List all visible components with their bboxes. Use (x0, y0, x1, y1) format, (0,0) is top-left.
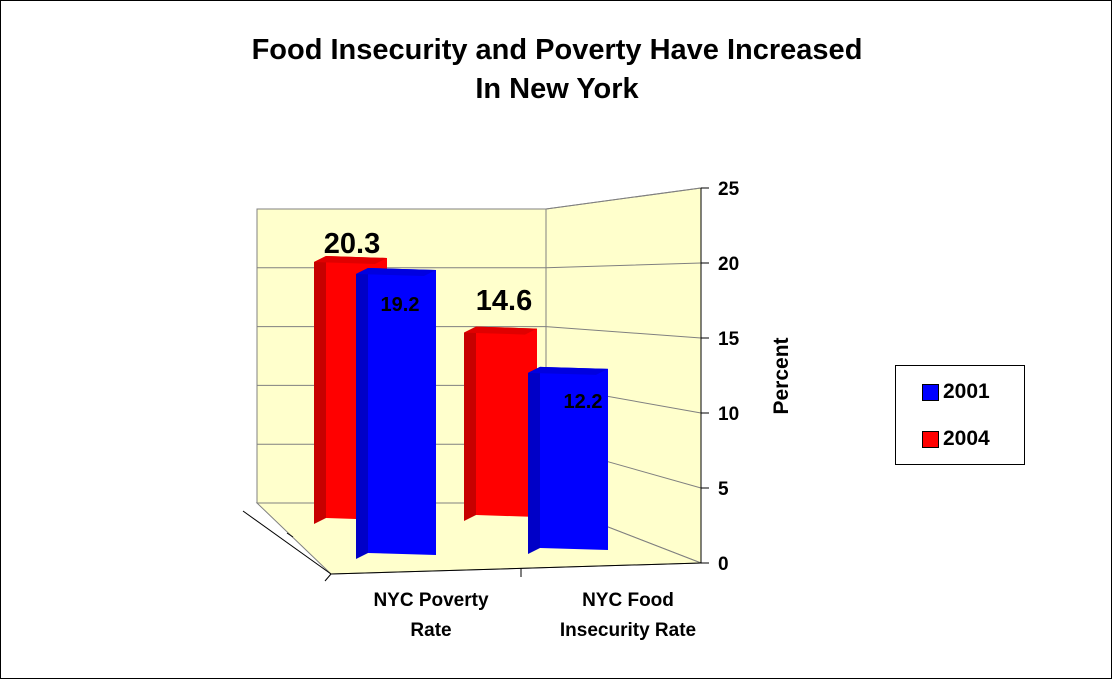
chart-bars (314, 256, 608, 559)
chart-title-line-1: Food Insecurity and Poverty Have Increas… (251, 34, 863, 66)
legend-label-2004: 2004 (943, 427, 990, 450)
data-label-2004-0: 20.3 (324, 228, 380, 260)
gridline-25 (257, 187, 702, 210)
bar-2004-1-front (476, 326, 537, 517)
bar-2004-1-top (464, 326, 537, 335)
chart-legend: 2001 2004 (895, 365, 1025, 465)
category-label-1-1: Insecurity Rate (560, 620, 696, 641)
legend-item-2001: 2001 (922, 380, 990, 404)
y-tick-label-0: 0 (718, 554, 729, 575)
legend-item-2004: 2004 (922, 427, 990, 451)
x-axis-line (330, 562, 702, 575)
data-labels: 20.3 14.6 19.2 12.2 (324, 228, 603, 413)
x-tick-start (324, 573, 332, 582)
legend-swatch-2004 (922, 430, 939, 448)
bar-2001-0-front (368, 268, 436, 555)
bar-2001-1-top (528, 366, 608, 375)
legend-swatch-2001 (922, 383, 939, 401)
y-tick-label-10: 10 (718, 404, 739, 425)
y-tick-label-20: 20 (718, 254, 739, 275)
chart-title: Food Insecurity and Poverty Have Increas… (1, 31, 1112, 109)
category-label-1-0: NYC Food (582, 590, 674, 611)
y-axis: 0 5 10 15 20 25 Percent (700, 179, 793, 575)
legend-label-2001: 2001 (943, 380, 990, 403)
depth-axis-line (242, 510, 332, 575)
data-label-2001-1: 12.2 (564, 391, 603, 413)
bar-2001-0-side (356, 268, 368, 559)
y-tick-label-25: 25 (718, 179, 740, 200)
bar-2001-0-top (356, 268, 436, 276)
y-axis-label: Percent (770, 337, 793, 414)
bar-2001-1-front (540, 366, 608, 550)
category-label-0-1: Rate (410, 620, 451, 641)
bar-2004-1-side (464, 326, 476, 521)
depth-tick (286, 532, 294, 538)
y-tick-label-5: 5 (718, 479, 729, 500)
data-label-2001-0: 19.2 (381, 294, 420, 316)
bar-2004-0-top (314, 256, 387, 264)
x-axis: NYC Poverty Rate NYC Food Insecurity Rate (242, 510, 702, 641)
chart-title-line-2: In New York (475, 73, 639, 105)
bar-2001-1-side (528, 366, 540, 554)
bar-2004-0-side (314, 256, 326, 524)
data-label-2004-1: 14.6 (476, 285, 532, 317)
category-label-0-0: NYC Poverty (373, 590, 489, 611)
y-tick-label-15: 15 (718, 329, 740, 350)
